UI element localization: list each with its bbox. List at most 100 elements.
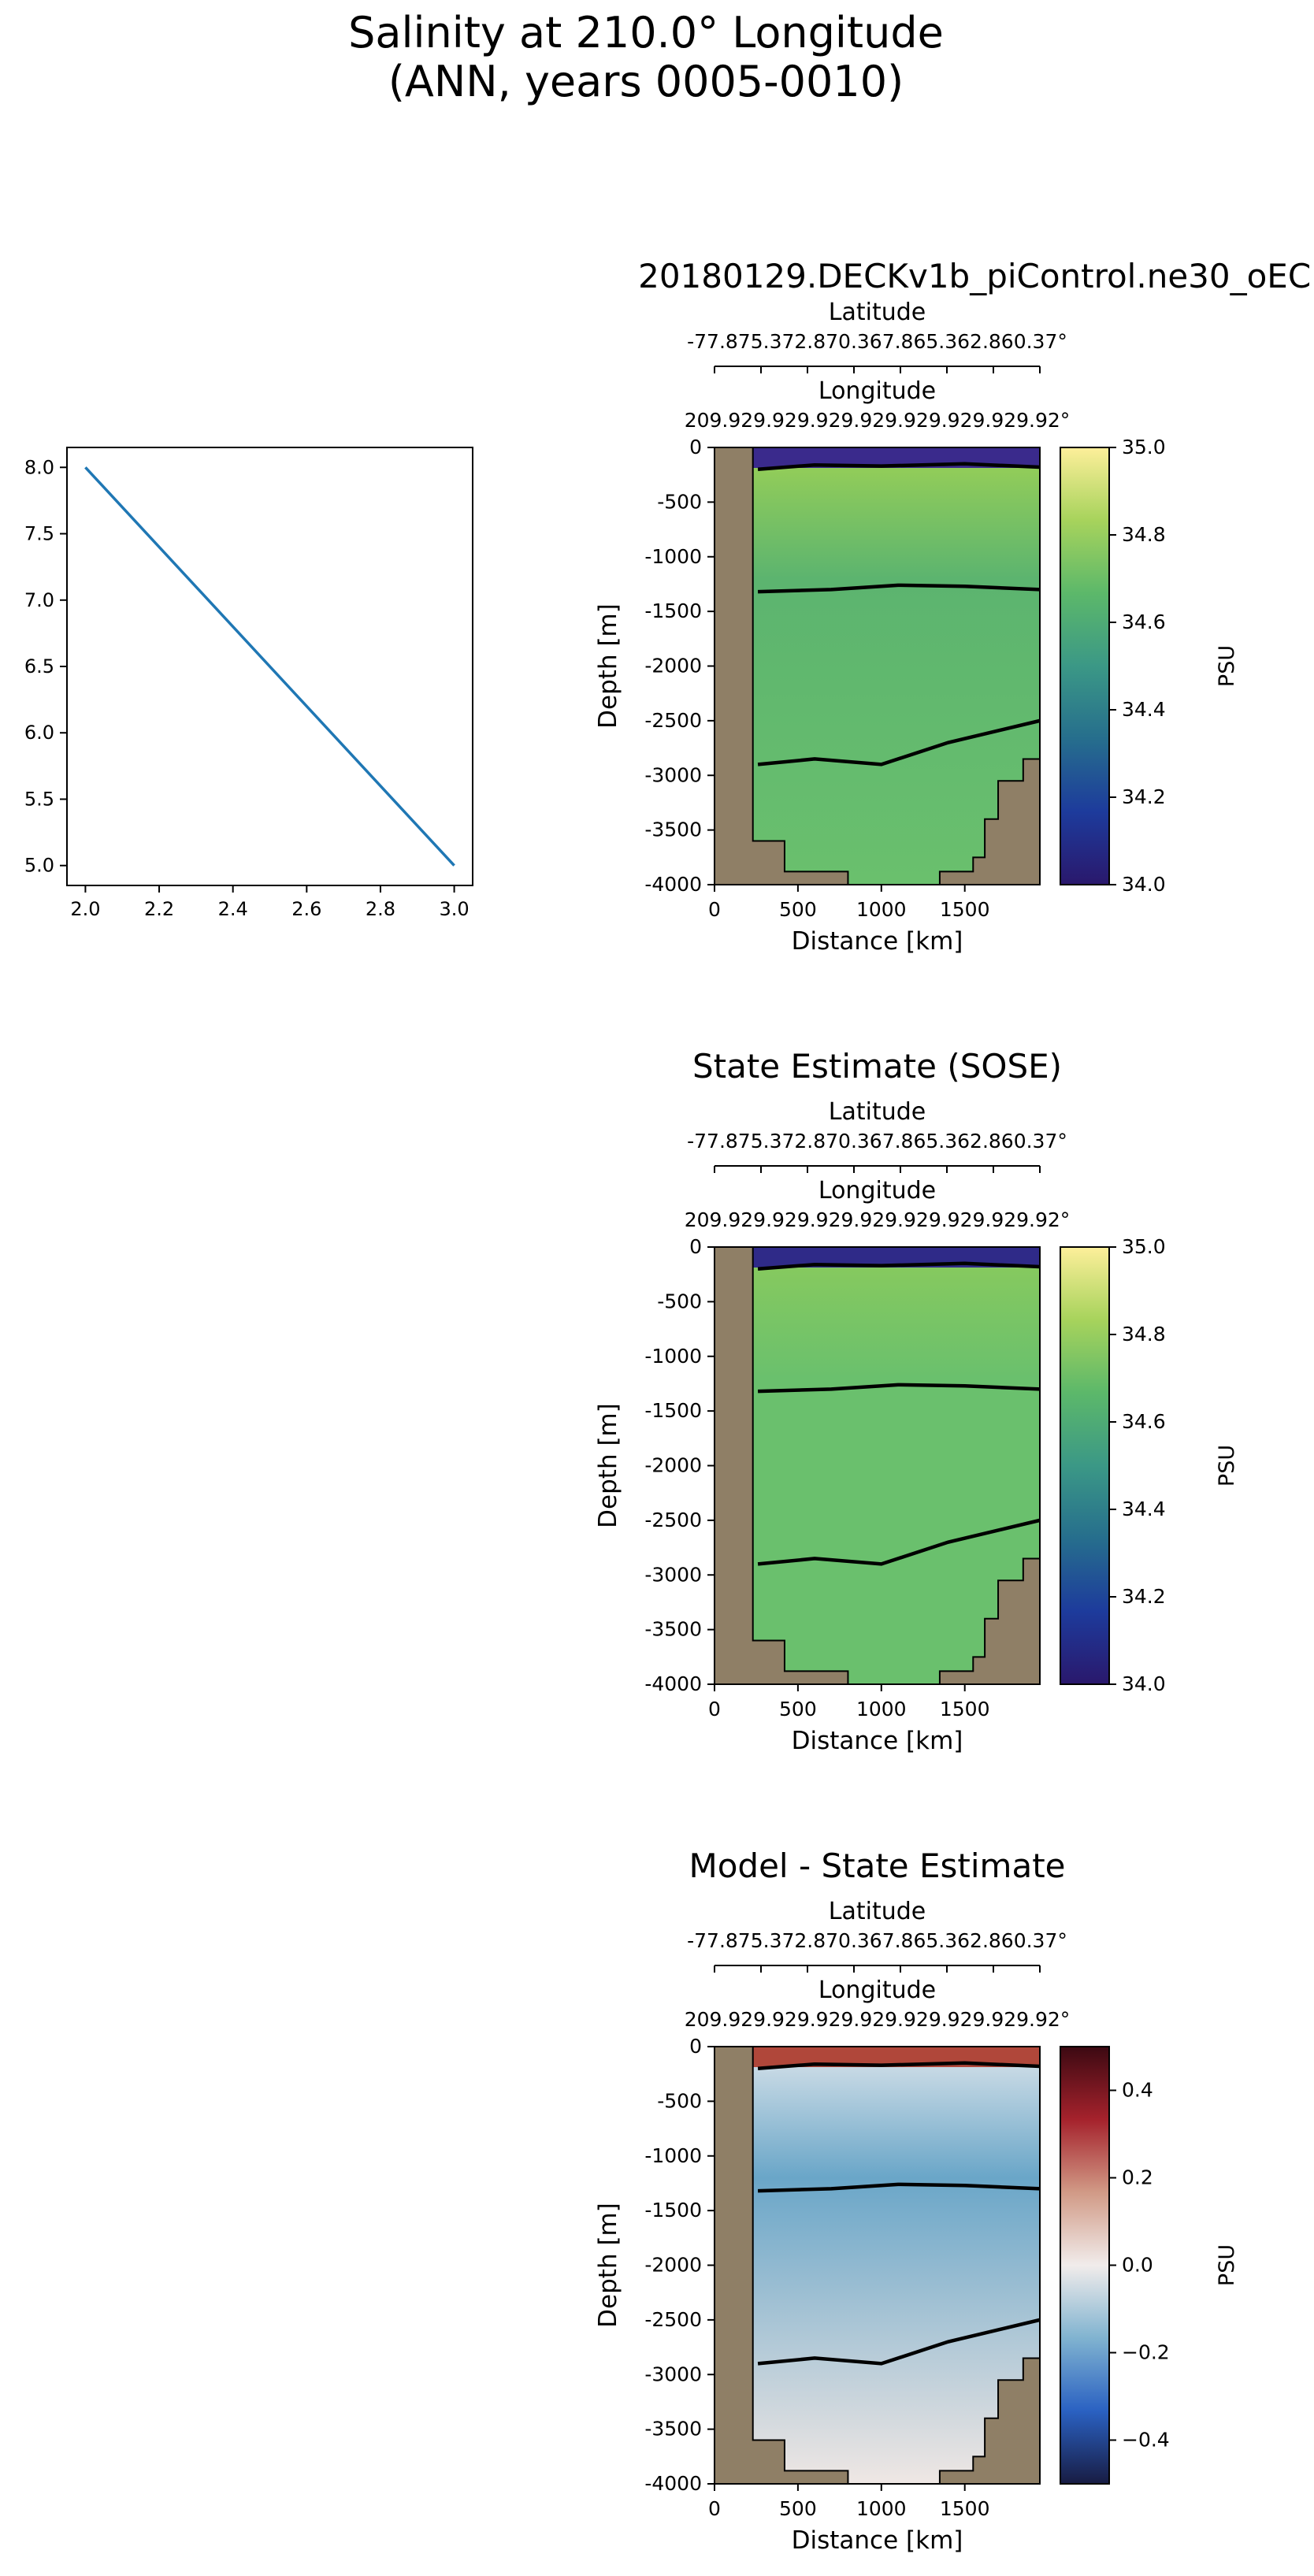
depth-tick-label: -4000 [644,873,702,896]
depth-tick-label: -2500 [644,2308,702,2331]
colorbar-tick-label: 34.0 [1122,873,1166,896]
colorbar-label: PSU [1215,1445,1239,1487]
depth-tick-label: -1500 [644,2199,702,2222]
contour-line [757,462,1041,471]
colorbar [1060,1246,1110,1685]
longitude-label: Longitude [818,377,936,405]
latitude-label: Latitude [829,1098,926,1126]
distance-tick-label: 1000 [856,2497,907,2520]
colorbar-label: PSU [1215,645,1239,687]
contour-line [757,1518,1041,1566]
panel-title: Model - State Estimate [689,1847,1066,1885]
colorbar-tick-label: 0.4 [1122,2079,1153,2102]
longitude-ticks: 209.929.929.929.929.929.929.929.92° [685,409,1071,432]
colorbar [1060,447,1110,885]
figure-title-line1: Salinity at 210.0° Longitude [348,8,944,58]
distance-tick-label: 0 [708,1698,721,1720]
depth-tick-label: -3000 [644,1563,702,1586]
salinity-field [715,1247,1040,1684]
longitude-ticks: 209.929.929.929.929.929.929.929.92° [685,1208,1071,1231]
distance-tick-label: 1500 [940,2497,990,2520]
distance-tick-label: 500 [779,1698,817,1720]
latitude-ticks: -77.875.372.870.367.865.362.860.37° [687,1130,1067,1153]
latitude-label: Latitude [829,1898,926,1925]
colorbar-tick-label: −0.2 [1122,2341,1170,2364]
panel-title: State Estimate (SOSE) [692,1047,1062,1086]
distance-axis-label: Distance [km] [792,1727,963,1755]
depth-tick-label: -1000 [644,2144,702,2167]
x-tick-label: 3.0 [440,898,470,920]
x-tick-label: 2.8 [366,898,395,920]
section-panel: Model - State Estimate Latitude -77.875.37… [594,1847,1239,2555]
x-tick-label: 2.2 [144,898,174,920]
panel-title: 20180129.DECKv1b_piControl.ne30_oEC.edis… [638,257,1314,295]
depth-tick-label: -1000 [644,1345,702,1368]
colorbar-tick-label: −0.4 [1122,2429,1170,2452]
depth-tick-label: 0 [689,2035,702,2058]
series-line [84,466,455,867]
contour-line [757,1383,1041,1394]
depth-tick-label: -1500 [644,1399,702,1422]
depth-tick-label: -3500 [644,818,702,841]
section-panel: 20180129.DECKv1b_piControl.ne30_oEC.edis… [594,257,1314,956]
colorbar-tick-label: 34.2 [1122,785,1166,808]
distance-tick-label: 1500 [940,1698,990,1720]
depth-tick-label: 0 [689,1235,702,1258]
distance-axis-label: Distance [km] [792,2526,963,2555]
distance-axis-label: Distance [km] [792,927,963,956]
figure-title-line2: (ANN, years 0005-0010) [388,57,904,106]
colorbar-tick-label: 0.2 [1122,2166,1153,2189]
y-tick-label: 5.0 [24,855,54,877]
contour-line [757,2061,1041,2070]
depth-tick-label: -2500 [644,709,702,732]
depth-tick-label: -500 [657,490,702,513]
colorbar-tick-label: 35.0 [1122,436,1166,458]
depth-tick-label: -4000 [644,2472,702,2495]
colorbar-tick-label: 34.0 [1122,1672,1166,1695]
salinity-field [715,2047,1040,2484]
y-tick-label: 7.0 [24,589,54,611]
colorbar-tick-label: 34.4 [1122,698,1166,721]
y-tick-label: 6.5 [24,655,54,677]
y-tick-label: 6.0 [24,722,54,744]
colorbar-tick-label: 34.8 [1122,1323,1166,1346]
distance-tick-label: 500 [779,898,817,921]
section-panel: State Estimate (SOSE) Latitude -77.875.372… [594,1047,1239,1755]
latitude-ticks: -77.875.372.870.367.865.362.860.37° [687,330,1067,353]
depth-tick-label: -3000 [644,763,702,786]
longitude-ticks: 209.929.929.929.929.929.929.929.92° [685,2008,1071,2031]
colorbar-tick-label: 34.8 [1122,523,1166,546]
colorbar-tick-label: 0.0 [1122,2254,1153,2277]
colorbar-tick-label: 34.6 [1122,611,1166,633]
depth-tick-label: -500 [657,2089,702,2112]
colorbar [1060,2046,1110,2485]
distance-tick-label: 500 [779,2497,817,2520]
depth-tick-label: -3000 [644,2363,702,2385]
colorbar-tick-label: 34.2 [1122,1585,1166,1608]
colorbar-tick-label: 35.0 [1122,1235,1166,1258]
latitude-label: Latitude [829,299,926,326]
line-plot: 2.0 2.2 2.4 2.6 2.8 3.0 5.0 5.5 6.0 6.5 7.0 7.5 8.0 [24,447,473,920]
depth-tick-label: -2000 [644,655,702,677]
depth-tick-label: -1500 [644,599,702,622]
depth-tick-label: -3500 [644,2418,702,2441]
distance-tick-label: 0 [708,898,721,921]
y-tick-label: 8.0 [24,456,54,478]
depth-tick-label: 0 [689,436,702,458]
contour-line [757,718,1041,766]
depth-tick-label: -2500 [644,1509,702,1531]
longitude-label: Longitude [818,1177,936,1204]
depth-tick-label: -500 [657,1290,702,1312]
depth-tick-label: -2000 [644,1454,702,1477]
colorbar-label: PSU [1215,2244,1239,2286]
salinity-field [715,447,1040,885]
longitude-label: Longitude [818,1977,936,2004]
depth-tick-label: -1000 [644,545,702,568]
depth-tick-label: -2000 [644,2254,702,2277]
y-tick-label: 7.5 [24,523,54,545]
depth-axis-label: Depth [m] [594,1403,622,1528]
distance-tick-label: 0 [708,2497,721,2520]
contour-line [757,2318,1041,2366]
contour-line [757,2182,1041,2193]
